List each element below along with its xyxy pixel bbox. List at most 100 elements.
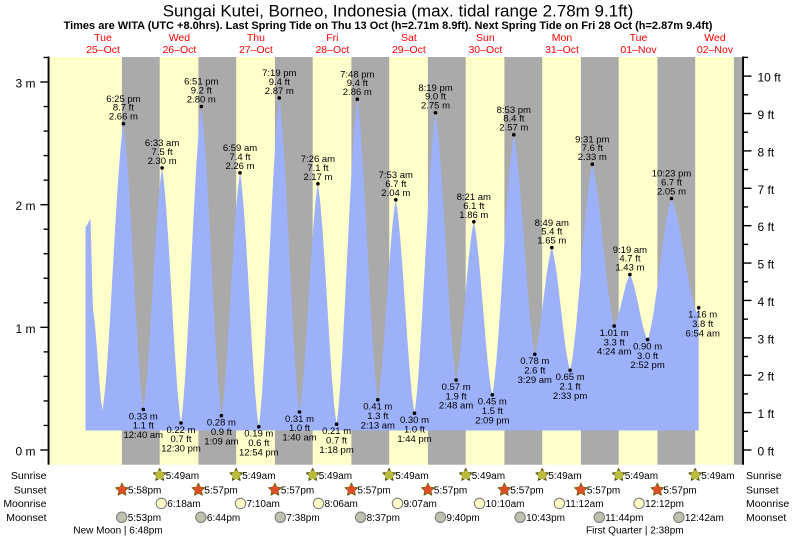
svg-text:9:07am: 9:07am: [404, 499, 437, 510]
svg-text:0.7 ft: 0.7 ft: [170, 434, 191, 445]
svg-text:1.9 ft: 1.9 ft: [446, 391, 467, 402]
svg-text:0.21 m: 0.21 m: [322, 426, 351, 437]
svg-text:25–Oct: 25–Oct: [86, 44, 120, 56]
svg-text:1.16 m: 1.16 m: [688, 310, 717, 321]
svg-text:5:57pm: 5:57pm: [587, 486, 620, 497]
svg-text:2.75 m: 2.75 m: [421, 101, 450, 112]
svg-text:5:57pm: 5:57pm: [510, 486, 543, 497]
svg-text:2:48 am: 2:48 am: [439, 401, 473, 412]
svg-text:6:18am: 6:18am: [167, 499, 200, 510]
svg-text:3.8 ft: 3.8 ft: [692, 319, 713, 330]
svg-text:7:10am: 7:10am: [247, 499, 280, 510]
svg-text:2 m: 2 m: [15, 199, 35, 213]
svg-text:1.65 m: 1.65 m: [537, 236, 566, 247]
svg-text:7.5 ft: 7.5 ft: [152, 147, 173, 158]
svg-text:1.5 ft: 1.5 ft: [482, 406, 503, 417]
svg-text:7 ft: 7 ft: [758, 183, 775, 197]
svg-text:11:44pm: 11:44pm: [605, 513, 643, 524]
svg-text:8.7 ft: 8.7 ft: [113, 103, 134, 114]
svg-text:9:19 am: 9:19 am: [613, 245, 647, 256]
svg-text:1 m: 1 m: [15, 322, 35, 336]
svg-text:02–Nov: 02–Nov: [697, 44, 734, 56]
svg-text:2:33 pm: 2:33 pm: [553, 391, 587, 402]
svg-text:6.7 ft: 6.7 ft: [661, 178, 682, 189]
svg-text:5:57pm: 5:57pm: [204, 486, 237, 497]
svg-text:12:54 pm: 12:54 pm: [239, 447, 279, 458]
svg-text:9:40pm: 9:40pm: [446, 513, 479, 524]
svg-text:Sunset: Sunset: [14, 485, 47, 497]
svg-text:2 ft: 2 ft: [758, 370, 775, 384]
svg-text:Tue: Tue: [630, 32, 648, 44]
svg-text:1.3 ft: 1.3 ft: [367, 411, 388, 422]
svg-text:0.28 m: 0.28 m: [207, 418, 236, 429]
svg-text:6 ft: 6 ft: [758, 220, 775, 234]
svg-text:28–Oct: 28–Oct: [315, 44, 349, 56]
svg-text:5:57pm: 5:57pm: [357, 486, 390, 497]
svg-text:7.1 ft: 7.1 ft: [307, 163, 328, 174]
svg-text:5:49am: 5:49am: [166, 471, 199, 482]
svg-text:6:59 am: 6:59 am: [223, 143, 257, 154]
svg-text:Sunset: Sunset: [746, 485, 779, 497]
svg-text:0.41 m: 0.41 m: [363, 402, 392, 413]
svg-text:12:42am: 12:42am: [685, 513, 724, 524]
svg-text:6.7 ft: 6.7 ft: [385, 179, 406, 190]
svg-text:2.1 ft: 2.1 ft: [560, 382, 581, 393]
svg-text:Sunrise: Sunrise: [11, 470, 47, 482]
svg-text:Moonrise: Moonrise: [746, 498, 789, 510]
svg-text:27–Oct: 27–Oct: [239, 44, 273, 56]
svg-text:29–Oct: 29–Oct: [392, 44, 426, 56]
svg-text:1.0 ft: 1.0 ft: [289, 423, 310, 434]
svg-text:2:52 pm: 2:52 pm: [630, 360, 664, 371]
svg-text:12:40 am: 12:40 am: [123, 430, 163, 441]
svg-text:4:24 am: 4:24 am: [597, 347, 631, 358]
svg-text:0 ft: 0 ft: [758, 445, 775, 459]
svg-text:9.4 ft: 9.4 ft: [269, 77, 290, 88]
svg-text:Thu: Thu: [247, 32, 265, 44]
svg-text:2.86 m: 2.86 m: [343, 87, 372, 98]
svg-text:Wed: Wed: [169, 32, 191, 44]
svg-text:6:33 am: 6:33 am: [145, 138, 179, 149]
svg-text:26–Oct: 26–Oct: [162, 44, 196, 56]
svg-text:0.9 ft: 0.9 ft: [211, 427, 232, 438]
svg-text:31–Oct: 31–Oct: [545, 44, 579, 56]
svg-text:0.6 ft: 0.6 ft: [248, 438, 269, 449]
svg-text:0.19 m: 0.19 m: [244, 429, 273, 440]
svg-text:5 ft: 5 ft: [758, 258, 775, 272]
svg-text:12:12pm: 12:12pm: [645, 499, 684, 510]
svg-text:5:57pm: 5:57pm: [663, 486, 696, 497]
svg-text:2.87 m: 2.87 m: [265, 86, 294, 97]
svg-text:3.3 ft: 3.3 ft: [604, 337, 625, 348]
svg-text:0.33 m: 0.33 m: [129, 411, 158, 422]
svg-text:5:57pm: 5:57pm: [281, 486, 314, 497]
svg-text:2.57 m: 2.57 m: [499, 123, 528, 134]
svg-text:1.01 m: 1.01 m: [600, 328, 629, 339]
svg-text:5:57pm: 5:57pm: [434, 486, 467, 497]
svg-text:2.6 ft: 2.6 ft: [524, 366, 545, 377]
svg-text:8 ft: 8 ft: [758, 145, 775, 159]
svg-text:5:49am: 5:49am: [548, 471, 581, 482]
svg-text:4.7 ft: 4.7 ft: [619, 254, 640, 265]
svg-text:10:10am: 10:10am: [486, 499, 525, 510]
svg-text:3 m: 3 m: [15, 77, 35, 91]
svg-text:6:25 pm: 6:25 pm: [106, 94, 140, 105]
svg-text:0.65 m: 0.65 m: [556, 372, 585, 383]
svg-text:5:49am: 5:49am: [625, 471, 658, 482]
svg-text:Moonrise: Moonrise: [3, 498, 46, 510]
svg-text:5:49am: 5:49am: [242, 471, 275, 482]
svg-text:0.7 ft: 0.7 ft: [326, 435, 347, 446]
svg-text:0.78 m: 0.78 m: [520, 356, 549, 367]
svg-text:Mon: Mon: [552, 32, 573, 44]
svg-text:2.66 m: 2.66 m: [109, 112, 138, 123]
svg-text:7:26 am: 7:26 am: [301, 154, 335, 165]
svg-text:7:48 pm: 7:48 pm: [340, 69, 374, 80]
svg-text:Fri: Fri: [326, 32, 338, 44]
svg-text:0.30 m: 0.30 m: [400, 415, 429, 426]
svg-text:30–Oct: 30–Oct: [468, 44, 502, 56]
svg-text:1.0 ft: 1.0 ft: [404, 424, 425, 435]
svg-text:8.4 ft: 8.4 ft: [503, 114, 524, 125]
svg-text:5:58pm: 5:58pm: [128, 486, 161, 497]
svg-text:8:37pm: 8:37pm: [367, 513, 400, 524]
svg-text:5.4 ft: 5.4 ft: [541, 227, 562, 238]
svg-text:New Moon | 6:48pm: New Moon | 6:48pm: [73, 526, 162, 537]
svg-text:10 ft: 10 ft: [758, 71, 782, 85]
